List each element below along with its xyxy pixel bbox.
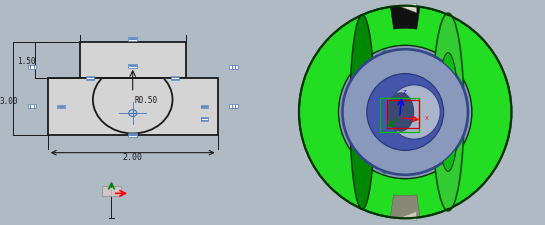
Ellipse shape — [343, 51, 468, 174]
Bar — [28, 65, 36, 70]
Bar — [28, 105, 36, 109]
Circle shape — [94, 68, 171, 133]
Polygon shape — [398, 4, 416, 13]
Bar — [380, 99, 419, 133]
Wedge shape — [390, 195, 420, 218]
Ellipse shape — [367, 74, 444, 151]
Ellipse shape — [299, 7, 511, 218]
Polygon shape — [398, 212, 416, 220]
Ellipse shape — [387, 84, 441, 141]
Wedge shape — [390, 7, 420, 30]
Bar — [48, 79, 217, 135]
Bar — [129, 133, 137, 137]
Bar — [57, 105, 65, 109]
Text: 3.00: 3.00 — [0, 97, 19, 106]
Ellipse shape — [432, 14, 464, 211]
Bar — [129, 37, 137, 41]
Bar — [201, 117, 208, 121]
Ellipse shape — [388, 86, 440, 140]
Ellipse shape — [342, 50, 469, 176]
Ellipse shape — [387, 93, 414, 132]
Text: X: X — [425, 115, 428, 120]
Ellipse shape — [383, 91, 414, 134]
Bar — [229, 65, 238, 70]
Bar — [201, 105, 208, 109]
Text: 1.50: 1.50 — [17, 56, 36, 65]
Bar — [171, 77, 179, 81]
Bar — [387, 100, 419, 128]
Bar — [86, 77, 94, 81]
Ellipse shape — [438, 53, 458, 172]
Bar — [229, 105, 238, 109]
Ellipse shape — [350, 16, 375, 209]
Ellipse shape — [372, 51, 397, 174]
FancyBboxPatch shape — [102, 186, 121, 196]
Text: 2.00: 2.00 — [123, 153, 143, 162]
Ellipse shape — [338, 46, 472, 179]
Circle shape — [93, 66, 173, 134]
Text: Z: Z — [403, 89, 407, 94]
Text: R0.50: R0.50 — [135, 95, 158, 104]
Bar — [129, 64, 137, 68]
Bar — [80, 43, 186, 79]
Ellipse shape — [366, 73, 445, 152]
